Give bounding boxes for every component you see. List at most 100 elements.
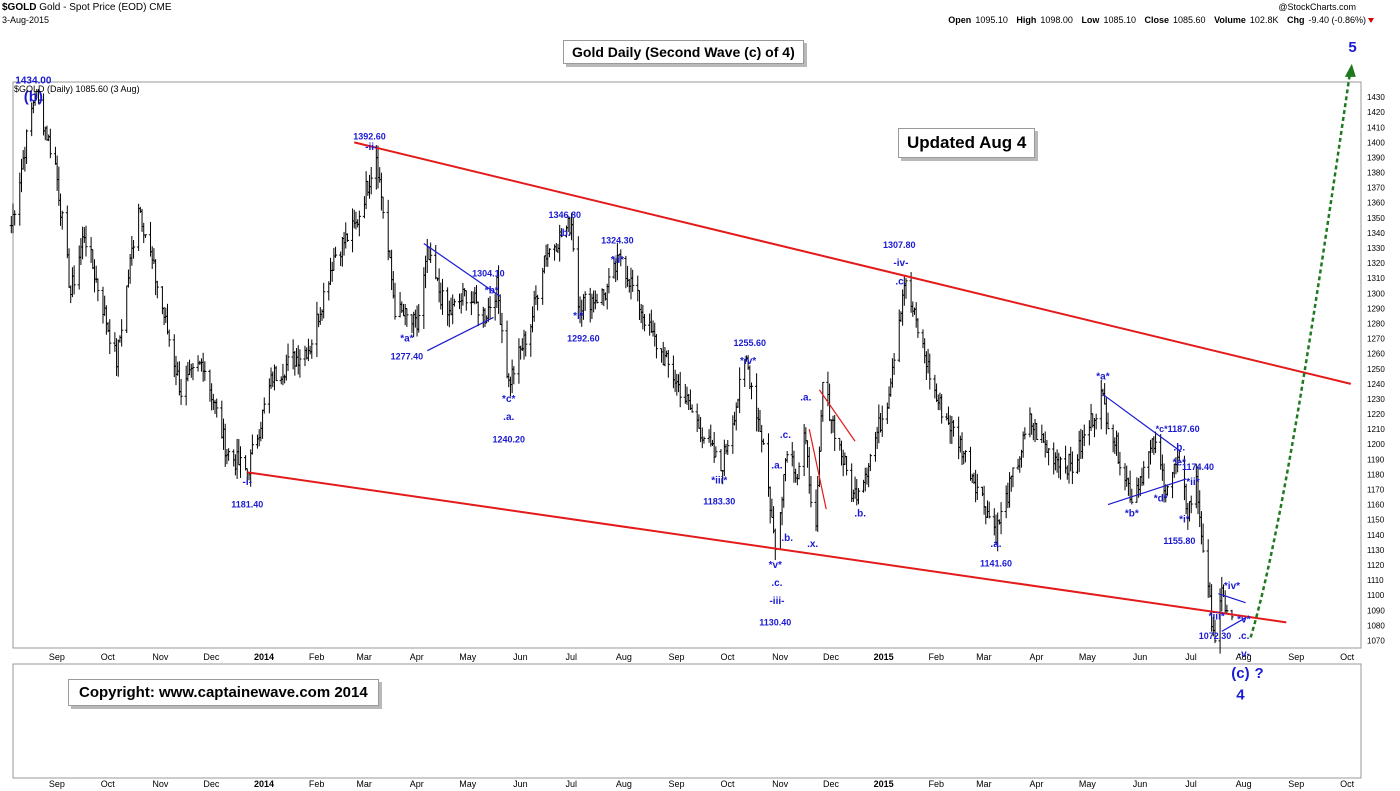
y-tick-label: 1220 — [1367, 410, 1385, 419]
wave-label: .c. — [1238, 631, 1249, 642]
y-tick-label: 1420 — [1367, 108, 1385, 117]
x-tick-label-bottom: Oct — [101, 779, 116, 789]
y-tick-label: 1260 — [1367, 350, 1385, 359]
wave-label: .a. — [800, 392, 811, 403]
wave-label: 1346.80 — [548, 210, 581, 220]
wave-label: 5 — [1348, 39, 1356, 56]
pattern-line — [1218, 593, 1246, 604]
chart-date: 3-Aug-2015 — [2, 15, 50, 25]
x-tick-label-bottom: Sep — [669, 779, 685, 789]
wave-label: *b* — [1125, 509, 1139, 520]
channel-line — [247, 471, 1287, 624]
y-tick-label: 1080 — [1367, 621, 1385, 630]
header-symbol-line: $GOLD Gold - Spot Price (EOD) CME — [2, 2, 172, 13]
x-tick-label-bottom: Mar — [356, 779, 372, 789]
y-tick-label: 1300 — [1367, 289, 1385, 298]
close-value: 1085.60 — [1173, 15, 1206, 25]
wave-label: -ii- — [365, 142, 377, 153]
x-tick-label-bottom: Apr — [1029, 779, 1043, 789]
x-tick-label: Jun — [513, 652, 528, 662]
wave-label: 1183.30 — [703, 497, 735, 507]
wave-label: *a* — [1096, 371, 1109, 382]
wave-label: .a. — [771, 460, 782, 471]
wave-label: 1155.80 — [1163, 536, 1195, 546]
x-tick-label: Apr — [410, 652, 424, 662]
x-tick-label-bottom: Dec — [823, 779, 840, 789]
wave-label: *d* — [1154, 494, 1168, 505]
pattern-line — [1107, 478, 1187, 506]
wave-label: ? — [1255, 665, 1264, 682]
x-tick-label-bottom: Oct — [720, 779, 735, 789]
wave-label: *e* — [1173, 457, 1186, 468]
wave-label: .x. — [807, 539, 818, 550]
y-tick-label: 1270 — [1367, 335, 1385, 344]
wave-label: 1324.30 — [601, 235, 634, 245]
wave-label: *v* — [1237, 614, 1250, 625]
wave-label: *ii* — [1186, 477, 1199, 488]
x-tick-label: Apr — [1029, 652, 1043, 662]
wave-label: *c*1187.60 — [1156, 424, 1200, 434]
x-tick-label-bottom: Aug — [1236, 779, 1252, 789]
x-tick-label: Aug — [616, 652, 632, 662]
wave-label: *v* — [769, 560, 782, 571]
channel-line — [354, 141, 1352, 385]
x-tick-label-bottom: Sep — [1288, 779, 1304, 789]
wave-label: .b. — [1174, 442, 1186, 453]
x-tick-label-bottom: Jun — [1133, 779, 1148, 789]
wave-label: (b) — [24, 89, 43, 106]
high-value: 1098.00 — [1040, 15, 1073, 25]
y-tick-label: 1120 — [1367, 561, 1385, 570]
wave-label: 1130.40 — [759, 617, 791, 627]
chg-label: Chg — [1286, 15, 1305, 25]
wave-label: -iv- — [893, 258, 908, 269]
x-tick-label-bottom: 2015 — [874, 779, 894, 789]
wave-label: *c* — [502, 394, 515, 405]
x-tick-label-bottom: Sep — [49, 779, 65, 789]
x-tick-label: Sep — [669, 652, 685, 662]
x-tick-label: Oct — [720, 652, 735, 662]
pattern-line — [1102, 393, 1182, 453]
volume-label: Volume — [1214, 15, 1246, 25]
wave-label: 1304.10 — [472, 269, 505, 279]
symbol: $GOLD — [2, 2, 37, 13]
low-label: Low — [1081, 15, 1100, 25]
x-tick-label: May — [459, 652, 477, 662]
pattern-line — [808, 429, 827, 510]
symbol-description: Gold - Spot Price (EOD) — [39, 2, 147, 13]
x-tick-label-bottom: Nov — [772, 779, 789, 789]
open-value: 1095.10 — [975, 15, 1008, 25]
wave-label: *i* — [1179, 515, 1190, 526]
y-tick-label: 1090 — [1367, 606, 1385, 615]
wave-label: *iv* — [740, 356, 756, 367]
wave-label: 1072.30 — [1199, 631, 1232, 641]
y-tick-label: 1250 — [1367, 365, 1385, 374]
y-tick-label: 1240 — [1367, 380, 1385, 389]
y-tick-label: 1370 — [1367, 184, 1385, 193]
x-tick-label: Feb — [929, 652, 945, 662]
y-tick-label: 1110 — [1367, 576, 1384, 585]
pattern-line — [423, 243, 501, 297]
wave-label: .b. — [781, 533, 793, 544]
y-tick-label: 1390 — [1367, 153, 1385, 162]
x-tick-label-bottom: Jul — [566, 779, 578, 789]
y-tick-label: 1130 — [1367, 546, 1385, 555]
x-tick-label-bottom: May — [1079, 779, 1097, 789]
x-tick-label: Feb — [309, 652, 325, 662]
x-tick-label-bottom: Apr — [410, 779, 424, 789]
wave-label: -i- — [243, 477, 252, 488]
wave-label: -v- — [1238, 649, 1250, 660]
x-tick-label: Sep — [49, 652, 65, 662]
pattern-line — [1221, 617, 1246, 632]
y-tick-label: 1320 — [1367, 259, 1385, 268]
wave-label: *iii* — [711, 475, 727, 486]
y-tick-label: 1180 — [1367, 470, 1385, 479]
wave-label: 1434.00 — [15, 76, 52, 87]
wave-label: .a. — [503, 412, 514, 423]
y-tick-label: 1150 — [1367, 516, 1385, 525]
x-tick-label: Oct — [1340, 652, 1355, 662]
y-tick-label: 1330 — [1367, 244, 1385, 253]
x-tick-label: Mar — [356, 652, 372, 662]
x-tick-label-bottom: Feb — [929, 779, 945, 789]
y-tick-label: 1280 — [1367, 319, 1385, 328]
